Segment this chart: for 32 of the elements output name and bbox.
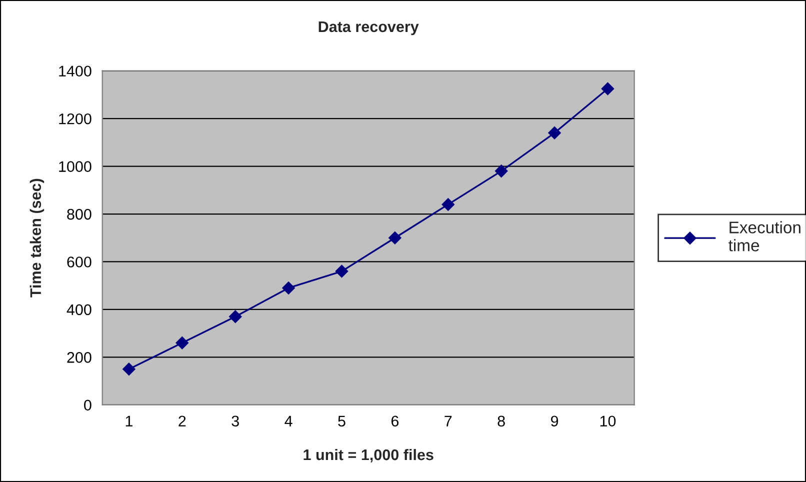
x-tick-label: 2: [178, 416, 186, 426]
x-tick-label: 6: [391, 416, 399, 427]
y-tick-label: 600: [67, 256, 92, 268]
x-tick-label: 10: [600, 416, 616, 427]
x-tick-label: 8: [498, 416, 505, 427]
x-tick-label: 7: [444, 416, 452, 426]
x-axis-title: 1 unit = 1,000 files: [304, 448, 434, 462]
y-tick-label: 1400: [59, 66, 92, 77]
x-tick-label: 5: [338, 416, 346, 427]
y-tick-label: 800: [67, 208, 92, 220]
point: [228, 310, 242, 324]
point: [388, 231, 402, 244]
y-tick-label: 1200: [59, 113, 92, 124]
point: [548, 126, 561, 140]
y-tick-label: 400: [66, 304, 92, 316]
point: [282, 282, 295, 294]
x-tick-label: 4: [284, 416, 292, 426]
legend-label: Execution time: [728, 221, 800, 252]
point: [335, 264, 348, 278]
point: [601, 82, 614, 96]
x-tick-label: 1: [126, 416, 132, 426]
y-axis-title: Time taken (sec): [30, 178, 44, 298]
chart-title: Data recovery: [318, 21, 419, 36]
x-tick-label: 9: [550, 416, 558, 427]
point: [442, 198, 455, 211]
point: [176, 336, 189, 350]
x-tick-label: 3: [232, 416, 239, 427]
point: [494, 164, 508, 178]
point: [122, 362, 136, 376]
y-tick-label: 1000: [59, 161, 92, 172]
y-tick-label: 0: [84, 400, 92, 411]
y-tick-label: 200: [67, 352, 92, 363]
